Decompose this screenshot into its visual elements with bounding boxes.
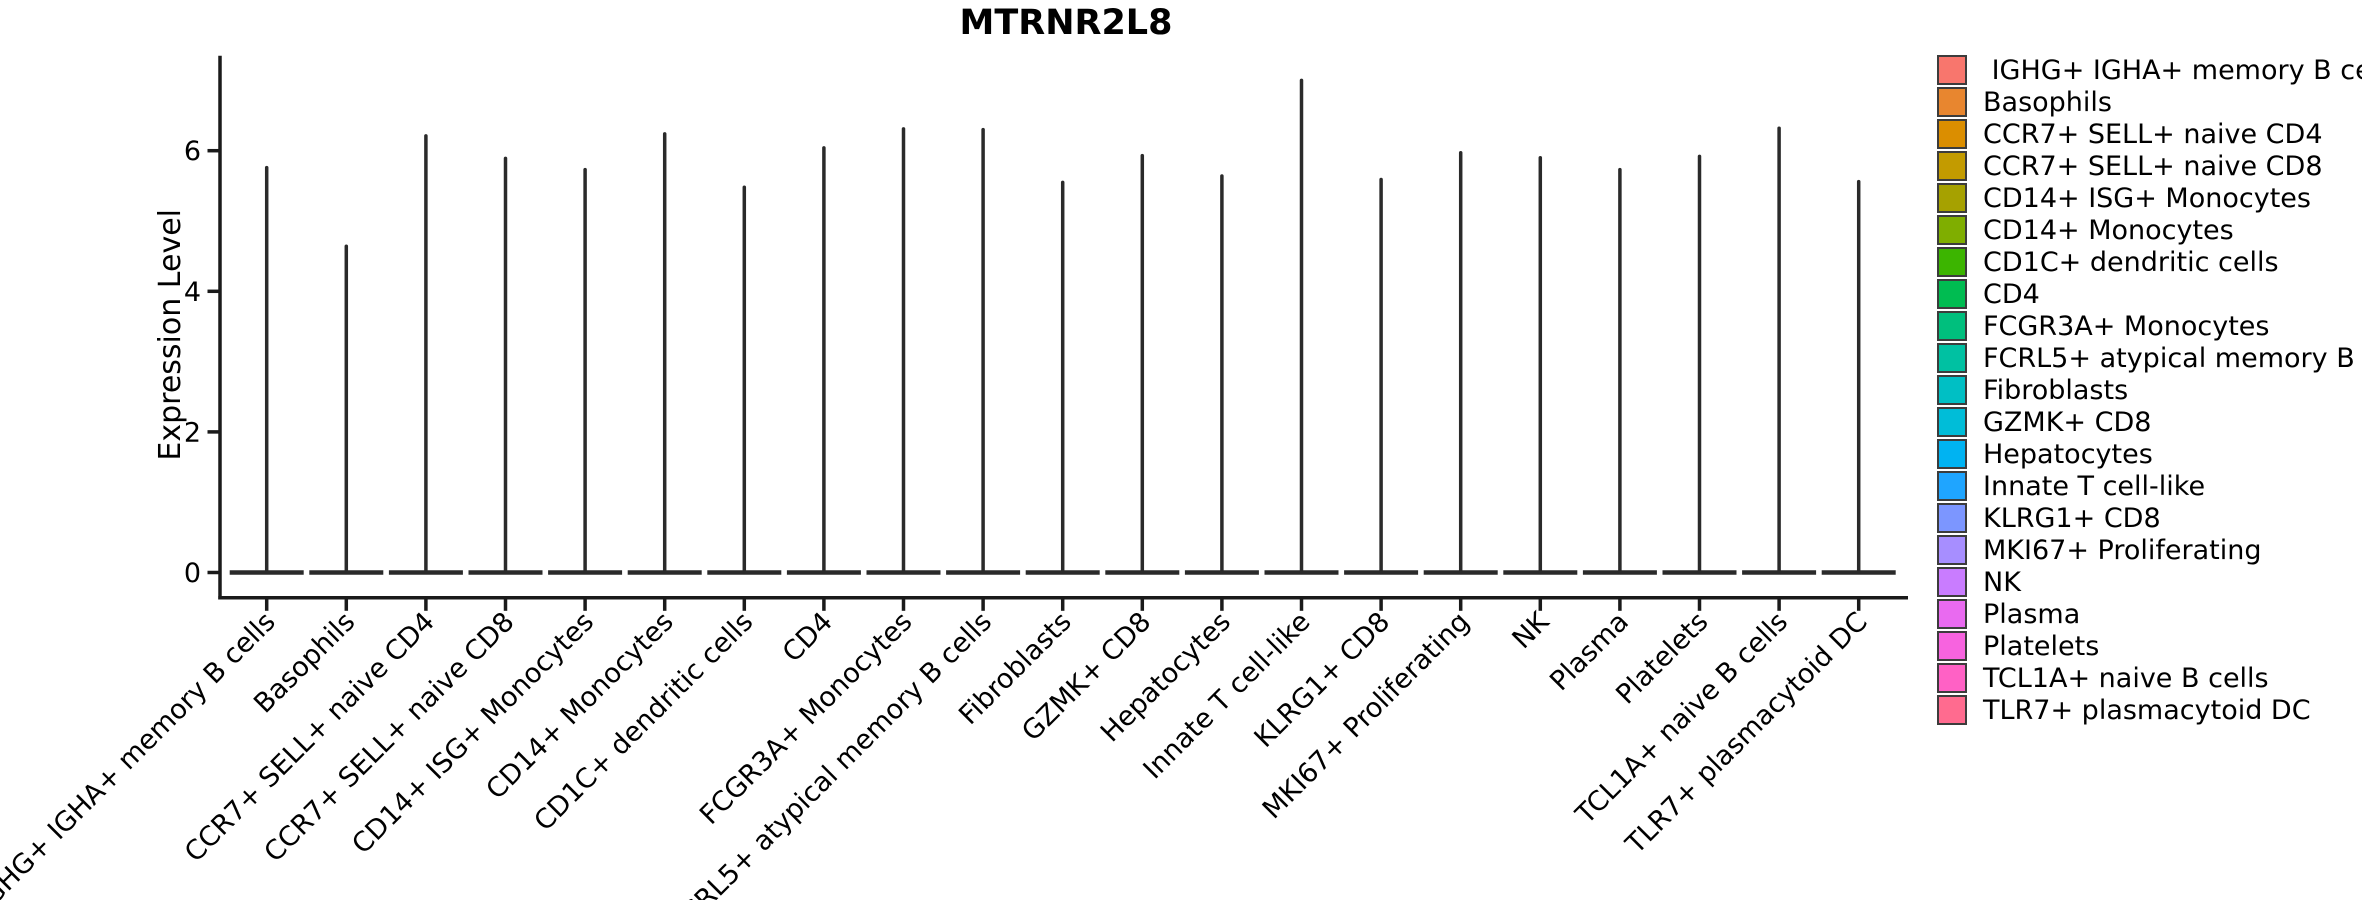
y-tick-label: 2	[184, 417, 201, 448]
legend-item: CD1C+ dendritic cells	[1937, 246, 2362, 278]
legend-label: CCR7+ SELL+ naive CD8	[1983, 150, 2323, 182]
legend-swatch-icon	[1937, 55, 1967, 85]
legend-swatch-icon	[1937, 215, 1967, 245]
legend-label: CCR7+ SELL+ naive CD4	[1983, 118, 2323, 150]
violin	[1423, 151, 1498, 575]
legend-label: FCGR3A+ Monocytes	[1983, 310, 2270, 342]
legend-swatch-icon	[1937, 535, 1967, 565]
legend-label: IGHG+ IGHA+ memory B cells	[1983, 54, 2362, 86]
legend-swatch-icon	[1937, 119, 1967, 149]
legend-swatch-icon	[1937, 247, 1967, 277]
legend-swatch-icon	[1937, 183, 1967, 213]
legend-label: Innate T cell-like	[1983, 470, 2206, 502]
legend-label: TCL1A+ naive B cells	[1983, 662, 2269, 694]
legend-item: FCRL5+ atypical memory B cells	[1937, 342, 2362, 374]
violin	[1025, 180, 1100, 575]
legend-swatch-icon	[1937, 631, 1967, 661]
violin	[1742, 126, 1817, 575]
legend-label: KLRG1+ CD8	[1983, 502, 2161, 534]
violin	[309, 244, 384, 575]
legend-swatch-icon	[1937, 695, 1967, 725]
legend-label: CD14+ Monocytes	[1983, 214, 2234, 246]
legend: IGHG+ IGHA+ memory B cells Basophils CCR7+…	[1937, 54, 2362, 726]
violin	[946, 127, 1021, 575]
legend-swatch-icon	[1937, 503, 1967, 533]
legend-swatch-icon	[1937, 375, 1967, 405]
legend-swatch-icon	[1937, 471, 1967, 501]
legend-item: Platelets	[1937, 630, 2362, 662]
violin	[229, 165, 304, 575]
legend-label: Hepatocytes	[1983, 438, 2153, 470]
legend-swatch-icon	[1937, 311, 1967, 341]
legend-label: CD14+ ISG+ Monocytes	[1983, 182, 2311, 214]
y-tick-label: 4	[184, 277, 201, 308]
legend-item: CD14+ ISG+ Monocytes	[1937, 182, 2362, 214]
violin	[1184, 174, 1259, 575]
legend-label: MKI67+ Proliferating	[1983, 534, 2262, 566]
legend-label: CD4	[1983, 278, 2040, 310]
violin	[707, 185, 782, 575]
legend-label: TLR7+ plasmacytoid DC	[1983, 694, 2311, 726]
violin	[1105, 153, 1180, 575]
legend-item: CD14+ Monocytes	[1937, 214, 2362, 246]
violin	[1503, 155, 1578, 575]
legend-swatch-icon	[1937, 407, 1967, 437]
x-tick-label: CD4	[777, 606, 839, 668]
legend-item: KLRG1+ CD8	[1937, 502, 2362, 534]
legend-label: NK	[1983, 566, 2021, 598]
violin	[388, 134, 463, 575]
legend-swatch-icon	[1937, 567, 1967, 597]
legend-swatch-icon	[1937, 343, 1967, 373]
violin	[1264, 78, 1339, 575]
legend-item: GZMK+ CD8	[1937, 406, 2362, 438]
legend-label: Basophils	[1983, 86, 2112, 118]
legend-item: Basophils	[1937, 86, 2362, 118]
x-tick-label: NK	[1507, 605, 1557, 655]
legend-item: TCL1A+ naive B cells	[1937, 662, 2362, 694]
legend-label: Plasma	[1983, 598, 2081, 630]
legend-item: Fibroblasts	[1937, 374, 2362, 406]
legend-swatch-icon	[1937, 279, 1967, 309]
legend-item: CD4	[1937, 278, 2362, 310]
legend-item: Innate T cell-like	[1937, 470, 2362, 502]
violin	[1821, 179, 1896, 575]
violin	[1344, 177, 1419, 575]
legend-item: FCGR3A+ Monocytes	[1937, 310, 2362, 342]
violin	[627, 132, 702, 575]
legend-item: IGHG+ IGHA+ memory B cells	[1937, 54, 2362, 86]
violin	[548, 167, 623, 575]
legend-item: Hepatocytes	[1937, 438, 2362, 470]
violin	[1582, 167, 1657, 575]
legend-item: Plasma	[1937, 598, 2362, 630]
legend-item: TLR7+ plasmacytoid DC	[1937, 694, 2362, 726]
violin	[468, 156, 543, 575]
legend-label: CD1C+ dendritic cells	[1983, 246, 2279, 278]
legend-swatch-icon	[1937, 663, 1967, 693]
y-tick-label: 0	[184, 558, 201, 589]
legend-swatch-icon	[1937, 87, 1967, 117]
violin	[1662, 154, 1737, 575]
x-tick-label: IGHG+ IGHA+ memory B cells	[0, 606, 282, 900]
legend-item: NK	[1937, 566, 2362, 598]
y-axis-title: Expression Level	[153, 209, 188, 461]
violin	[786, 146, 861, 575]
violin	[866, 127, 941, 575]
legend-swatch-icon	[1937, 439, 1967, 469]
legend-label: GZMK+ CD8	[1983, 406, 2152, 438]
legend-swatch-icon	[1937, 151, 1967, 181]
legend-label: Fibroblasts	[1983, 374, 2129, 406]
legend-label: FCRL5+ atypical memory B cells	[1983, 342, 2355, 374]
chart-title: MTRNR2L8	[959, 3, 1173, 43]
legend-item: CCR7+ SELL+ naive CD8	[1937, 150, 2362, 182]
legend-label: Platelets	[1983, 630, 2100, 662]
legend-swatch-icon	[1937, 599, 1967, 629]
legend-item: MKI67+ Proliferating	[1937, 534, 2362, 566]
y-tick-label: 6	[184, 136, 201, 167]
legend-item: CCR7+ SELL+ naive CD4	[1937, 118, 2362, 150]
x-tick-label: KLRG1+ CD8	[1249, 606, 1397, 754]
